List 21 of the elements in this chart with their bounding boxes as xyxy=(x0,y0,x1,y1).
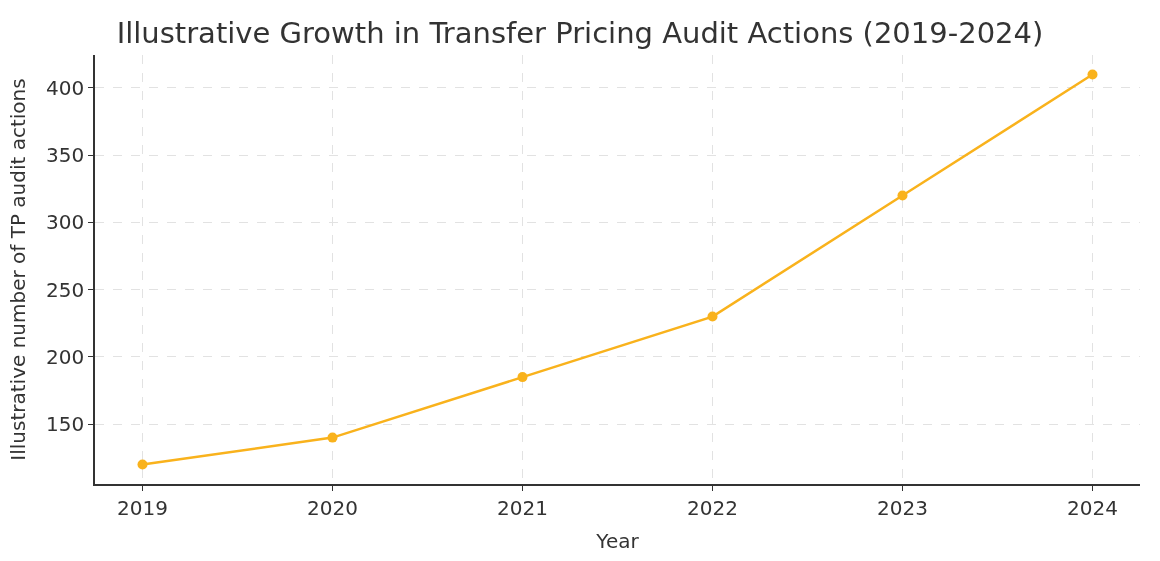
x-tick-label: 2021 xyxy=(497,495,548,520)
y-tick-label: 200 xyxy=(46,344,85,369)
y-tick-label: 300 xyxy=(46,210,85,235)
chart-title: Illustrative Growth in Transfer Pricing Audit Actions (2019-2024) xyxy=(116,15,1044,50)
point xyxy=(897,190,908,201)
point xyxy=(517,372,528,383)
point xyxy=(707,311,718,322)
point xyxy=(137,459,148,470)
x-axis-title: Year xyxy=(595,528,640,553)
y-tick-label: 350 xyxy=(46,143,85,168)
x-tick-label: 2024 xyxy=(1067,495,1118,520)
point xyxy=(1087,69,1098,80)
x-tick-label: 2020 xyxy=(307,495,358,520)
point xyxy=(327,432,338,443)
x-tick-label: 2019 xyxy=(117,495,168,520)
x-tick-label: 2023 xyxy=(877,495,928,520)
x-tick-label: 2022 xyxy=(687,495,738,520)
y-tick-label: 400 xyxy=(46,75,85,100)
y-tick-label: 150 xyxy=(46,412,85,437)
y-tick-label: 250 xyxy=(46,277,85,302)
y-axis-title: Illustrative number of TP audit actions xyxy=(6,78,31,461)
